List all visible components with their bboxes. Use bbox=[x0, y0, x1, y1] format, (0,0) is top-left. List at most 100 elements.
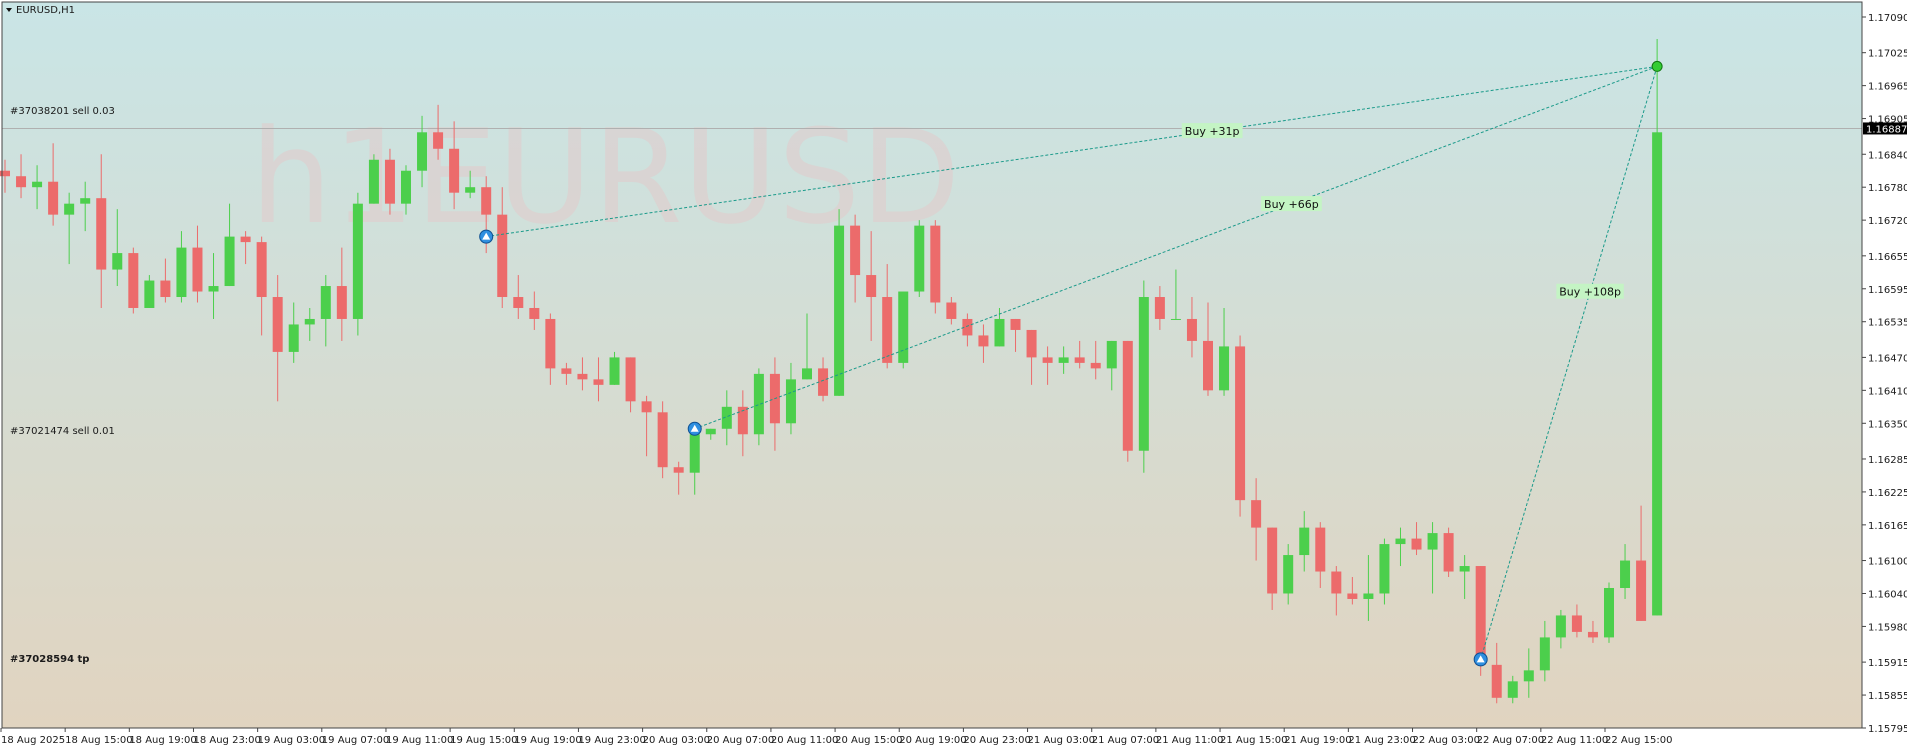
candle bbox=[1459, 555, 1470, 599]
candle bbox=[352, 192, 363, 336]
candle-body bbox=[32, 181, 43, 188]
candle-body bbox=[417, 132, 428, 171]
candle bbox=[112, 209, 123, 287]
trade-label-bg bbox=[1556, 283, 1624, 299]
candle-body bbox=[641, 401, 652, 413]
candle bbox=[32, 165, 43, 210]
candle bbox=[144, 275, 155, 308]
candle-body bbox=[336, 286, 347, 319]
candle-body bbox=[0, 170, 10, 177]
candle-body bbox=[256, 242, 267, 298]
buy-marker-arrow bbox=[482, 232, 491, 240]
candle-body bbox=[1571, 615, 1582, 632]
candle-body bbox=[1539, 637, 1550, 671]
candle-body bbox=[1042, 357, 1053, 363]
buy-arrow-icon bbox=[687, 421, 702, 436]
candle-body bbox=[1411, 538, 1422, 550]
candle-body bbox=[1026, 329, 1037, 358]
candle bbox=[336, 247, 347, 341]
candle-body bbox=[577, 373, 588, 380]
triangle-down-icon[interactable] bbox=[6, 8, 12, 12]
price-tick-label: 1.16655 bbox=[1868, 252, 1907, 263]
candle-body bbox=[1251, 500, 1262, 528]
candle-body bbox=[481, 187, 492, 215]
buy-marker-arrow bbox=[1476, 655, 1485, 663]
candle bbox=[1186, 297, 1197, 358]
candle bbox=[1154, 286, 1165, 330]
candle bbox=[1042, 346, 1053, 385]
time-tick-label: 22 Aug 15:00 bbox=[1605, 735, 1672, 746]
candle-body bbox=[1299, 527, 1310, 556]
candle bbox=[1267, 527, 1278, 610]
candle bbox=[1443, 527, 1454, 578]
candle bbox=[433, 104, 444, 160]
candle-body bbox=[1122, 340, 1133, 451]
exit-point-icon bbox=[1651, 60, 1663, 72]
candle-body bbox=[368, 159, 379, 204]
price-tick-label: 1.16040 bbox=[1868, 589, 1907, 600]
candle bbox=[545, 313, 556, 385]
candle bbox=[64, 192, 75, 265]
order-label-sell-2: #37021474 sell 0.01 bbox=[10, 426, 115, 437]
time-tick-label: 19 Aug 11:00 bbox=[386, 735, 453, 746]
candle bbox=[1299, 511, 1310, 572]
candle-body bbox=[593, 379, 604, 385]
candle bbox=[1090, 340, 1101, 380]
candle bbox=[384, 148, 395, 215]
time-tick-label: 21 Aug 23:00 bbox=[1348, 735, 1415, 746]
candle bbox=[192, 225, 203, 303]
candle-body bbox=[1427, 533, 1438, 550]
time-tick-label: 21 Aug 15:00 bbox=[1220, 735, 1287, 746]
candle bbox=[288, 302, 299, 363]
candle-body bbox=[898, 291, 909, 363]
candle bbox=[1235, 335, 1246, 517]
candle-body bbox=[272, 297, 283, 352]
time-tick-label: 18 Aug 19:00 bbox=[129, 735, 196, 746]
candle-body bbox=[705, 428, 716, 435]
candle bbox=[1636, 505, 1647, 621]
candle-body bbox=[80, 198, 91, 204]
buy-marker-arrow bbox=[690, 424, 699, 432]
candle-body bbox=[48, 181, 59, 215]
current-price-tag: 1.16887 bbox=[1863, 122, 1907, 135]
candle-body bbox=[1443, 533, 1454, 572]
order-label-tp: #37028594 tp bbox=[10, 654, 89, 665]
price-tick-label: 1.17090 bbox=[1868, 13, 1907, 24]
price-tick-label: 1.16165 bbox=[1868, 521, 1907, 532]
candle-body bbox=[1186, 318, 1197, 341]
time-tick-label: 19 Aug 23:00 bbox=[578, 735, 645, 746]
candle bbox=[1251, 478, 1262, 561]
candle bbox=[1170, 269, 1181, 320]
candle-body bbox=[673, 467, 684, 473]
candle-body bbox=[866, 275, 877, 298]
candle-body bbox=[320, 286, 331, 319]
candle-body bbox=[994, 318, 1005, 347]
candle bbox=[1074, 340, 1085, 369]
candle-body bbox=[208, 286, 219, 292]
price-tick-label: 1.16350 bbox=[1868, 419, 1907, 430]
price-axis[interactable]: 1.17090 1.17025 1.16965 1.16905 1.16840 1.167… bbox=[1861, 2, 1907, 735]
candle-body bbox=[529, 307, 540, 319]
time-tick-label: 20 Aug 03:00 bbox=[643, 735, 710, 746]
trades-layer: Buy +31p Buy +66p Buy +108p bbox=[479, 60, 1663, 667]
price-tick-label: 1.16225 bbox=[1868, 488, 1907, 499]
price-tick-label: 1.16470 bbox=[1868, 353, 1907, 364]
candle bbox=[1058, 346, 1069, 374]
candle-body bbox=[128, 253, 139, 308]
candle bbox=[1315, 522, 1326, 588]
candle-body bbox=[449, 148, 460, 193]
symbol-title[interactable]: EURUSD,H1 bbox=[6, 5, 75, 16]
order-label-sell-1: #37038201 sell 0.03 bbox=[10, 106, 115, 117]
candle-body bbox=[1395, 538, 1406, 545]
candle bbox=[962, 313, 973, 347]
candle bbox=[1571, 604, 1582, 638]
candle-body bbox=[689, 434, 700, 473]
price-tick-label: 1.16595 bbox=[1868, 285, 1907, 296]
candle bbox=[240, 231, 251, 265]
candle-body bbox=[1267, 527, 1278, 594]
time-tick-label: 20 Aug 15:00 bbox=[835, 735, 902, 746]
candle-body bbox=[192, 247, 203, 292]
